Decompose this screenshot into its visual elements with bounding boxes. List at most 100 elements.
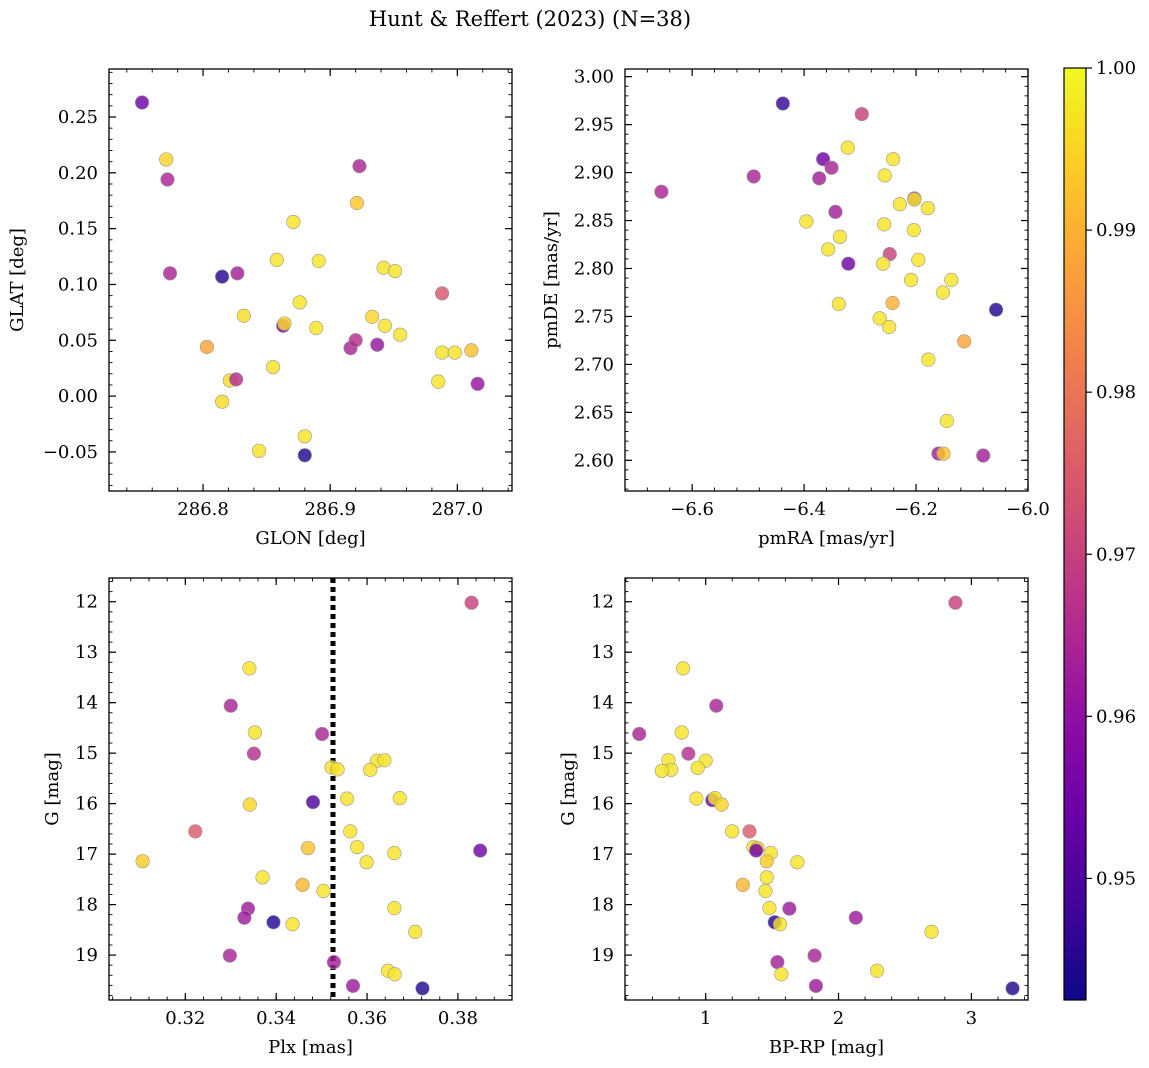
scatter-point — [812, 171, 827, 186]
scatter-point — [292, 295, 307, 310]
x-axis-label: GLON [deg] — [255, 528, 365, 549]
scatter-point — [359, 855, 374, 870]
scatter-points — [135, 595, 488, 996]
x-tick-label: 0.36 — [347, 1008, 387, 1029]
scatter-point — [236, 308, 251, 323]
y-tick-label: 18 — [75, 895, 98, 916]
figure-title: Hunt & Reffert (2023) (N=38) — [369, 7, 691, 31]
scatter-point — [230, 266, 245, 281]
scatter-point — [848, 910, 863, 925]
y-tick-label: 18 — [591, 895, 614, 916]
y-tick-label: 2.60 — [574, 450, 614, 471]
scatter-point — [758, 883, 773, 899]
scatter-point — [808, 978, 824, 993]
colorbar-gradient — [1063, 67, 1087, 1001]
scatter-point — [936, 446, 951, 461]
scatter-point — [877, 168, 892, 183]
scatter-point — [377, 318, 392, 333]
scatter-points — [632, 595, 1020, 996]
y-axis-label: G [mag] — [42, 752, 63, 825]
scatter-point — [229, 372, 244, 387]
scatter-point — [265, 359, 281, 375]
scatter-point — [885, 295, 900, 311]
scatter-point — [162, 266, 178, 281]
scatter-point — [348, 333, 363, 348]
y-tick-label: 17 — [75, 844, 98, 865]
x-tick-label: −6.2 — [894, 499, 938, 520]
y-tick-label: 15 — [75, 743, 98, 764]
scatter-point — [311, 253, 326, 269]
scatter-point — [770, 955, 785, 970]
scatter-point — [160, 172, 175, 187]
scatter-point — [470, 376, 485, 391]
colorbar: 0.95 0.96 0.97 0.98 0.99 1.00 — [1063, 58, 1136, 1001]
scatter-point — [906, 223, 921, 238]
scatter-point — [473, 843, 488, 858]
scatter-point — [735, 877, 750, 893]
scatter-point — [343, 824, 358, 839]
scatter-point — [300, 840, 316, 856]
scatter-point — [762, 901, 777, 916]
scatter-point — [363, 762, 378, 777]
scatter-point — [246, 746, 262, 761]
scatter-point — [434, 286, 450, 301]
scatter-point — [237, 910, 252, 925]
scatter-point — [377, 753, 392, 768]
x-tick-label: 3 — [966, 1008, 977, 1029]
axes-frame — [624, 577, 1029, 1001]
scatter-point — [799, 214, 814, 229]
colorbar-tick-label: 1.00 — [1096, 58, 1136, 79]
scatter-point — [285, 917, 300, 932]
y-tick-label: 16 — [591, 794, 614, 815]
x-tick-label: 0.38 — [438, 1008, 478, 1029]
scatter-point — [957, 334, 972, 349]
colorbar-tick-label: 0.98 — [1096, 382, 1136, 403]
scatter-point — [134, 95, 150, 110]
scatter-point — [349, 839, 365, 855]
y-tick-label: 14 — [591, 693, 614, 714]
y-tick-label: 0.05 — [58, 330, 98, 351]
scatter-point — [759, 870, 774, 885]
axes-frame — [624, 68, 1029, 492]
axes-frame — [108, 577, 513, 1001]
scatter-point — [349, 195, 365, 211]
y-tick-label: 2.90 — [574, 163, 614, 184]
y-tick-label: 19 — [75, 945, 98, 966]
scatter-point — [875, 256, 891, 271]
scatter-point — [135, 854, 150, 869]
colorbar-tick-label: 0.95 — [1096, 868, 1136, 889]
scatter-point — [840, 140, 855, 155]
scatter-point — [255, 870, 270, 885]
y-axis-label: pmDE [mas/yr] — [541, 211, 562, 349]
scatter-point — [295, 877, 310, 893]
y-tick-label: 14 — [75, 693, 98, 714]
scatter-point — [434, 345, 450, 360]
x-tick-label: −6.0 — [1006, 499, 1050, 520]
scatter-point — [345, 978, 361, 993]
scatter-points — [654, 96, 1004, 463]
y-tick-label: 2.95 — [574, 115, 614, 136]
scatter-point — [330, 762, 345, 777]
y-tick-label: 0.10 — [58, 274, 98, 295]
panel-glon_glat: 286.8 286.9 287.0 −0.05 0.00 0.05 0.10 0.15 0.20… — [7, 68, 513, 549]
scatter-point — [976, 448, 991, 463]
scatter-point — [654, 184, 669, 199]
scatter-point — [352, 159, 367, 174]
x-tick-label: −6.4 — [782, 499, 826, 520]
y-tick-label: 0.20 — [58, 163, 98, 184]
scatter-point — [828, 204, 843, 220]
scatter-point — [775, 96, 790, 111]
scatter-point — [911, 252, 926, 267]
y-axis-label: GLAT [deg] — [7, 228, 28, 332]
scatter-point — [215, 394, 230, 409]
scatter-point — [689, 791, 704, 806]
scatter-point — [1005, 981, 1020, 996]
scatter-point — [159, 152, 174, 167]
x-axis-label: pmRA [mas/yr] — [758, 528, 895, 549]
scatter-point — [387, 967, 402, 982]
y-tick-label: 12 — [591, 592, 614, 613]
scatter-point — [841, 256, 856, 271]
scatter-point — [370, 337, 385, 352]
y-tick-label: 2.75 — [574, 306, 614, 327]
scatter-point — [939, 413, 954, 429]
